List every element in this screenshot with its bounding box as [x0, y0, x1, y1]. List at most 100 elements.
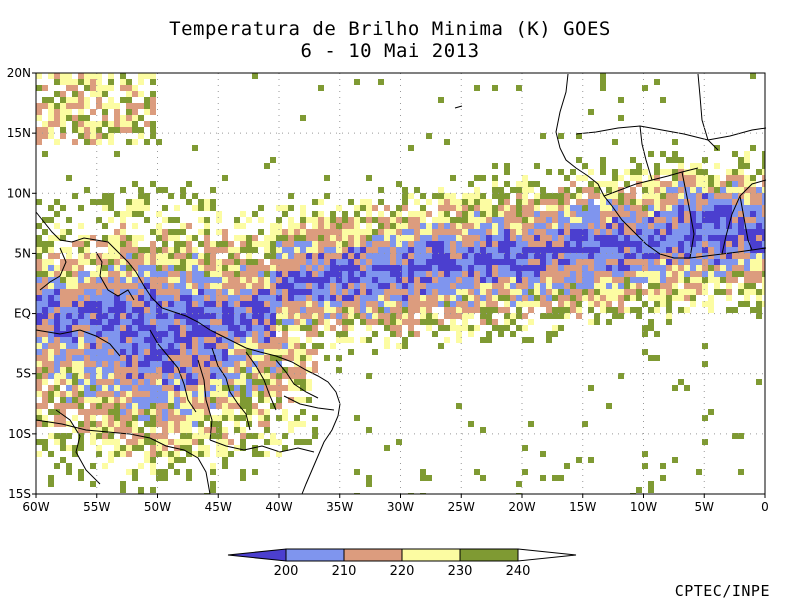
field-cell — [444, 229, 450, 235]
field-cell — [438, 301, 444, 307]
colorbar: 200 210 220 230 240 — [227, 548, 577, 579]
field-cell — [582, 259, 588, 265]
field-cell — [438, 289, 444, 295]
field-cell — [684, 211, 690, 217]
field-cell — [474, 253, 480, 259]
field-cell — [216, 313, 222, 319]
field-cell — [162, 433, 168, 439]
field-cell — [624, 211, 630, 217]
field-cell — [390, 211, 396, 217]
field-cell — [108, 133, 114, 139]
field-cell — [210, 283, 216, 289]
field-cell — [120, 397, 126, 403]
field-cell — [294, 241, 300, 247]
field-cell — [702, 211, 708, 217]
field-cell — [570, 307, 576, 313]
field-cell — [192, 343, 198, 349]
field-cell — [294, 253, 300, 259]
field-cell — [726, 205, 732, 211]
field-cell — [216, 307, 222, 313]
field-cell — [420, 229, 426, 235]
field-cell — [522, 469, 528, 475]
field-cell — [120, 79, 126, 85]
field-cell — [204, 331, 210, 337]
field-cell — [666, 313, 672, 319]
field-cell — [468, 331, 474, 337]
field-cell — [678, 259, 684, 265]
field-cell — [252, 277, 258, 283]
field-cell — [588, 223, 594, 229]
field-cell — [450, 229, 456, 235]
field-cell — [636, 289, 642, 295]
field-cell — [492, 319, 498, 325]
field-cell — [228, 361, 234, 367]
field-cell — [504, 265, 510, 271]
field-cell — [762, 289, 765, 295]
field-cell — [750, 229, 756, 235]
field-cell — [216, 277, 222, 283]
field-cell — [144, 109, 150, 115]
x-tick-label: 30W — [387, 500, 414, 514]
field-cell — [588, 283, 594, 289]
field-cell — [144, 217, 150, 223]
field-cell — [54, 349, 60, 355]
field-cell — [252, 391, 258, 397]
field-cell — [690, 217, 696, 223]
field-cell — [192, 415, 198, 421]
field-cell — [246, 325, 252, 331]
field-cell — [78, 247, 84, 253]
field-cell — [300, 367, 306, 373]
field-cell — [408, 307, 414, 313]
field-cell — [750, 223, 756, 229]
field-cell — [252, 469, 258, 475]
field-cell — [666, 157, 672, 163]
field-cell — [612, 253, 618, 259]
field-cell — [348, 283, 354, 289]
field-cell — [132, 127, 138, 133]
field-cell — [192, 253, 198, 259]
field-cell — [306, 355, 312, 361]
field-cell — [126, 361, 132, 367]
field-cell — [198, 349, 204, 355]
field-cell — [288, 295, 294, 301]
field-cell — [132, 235, 138, 241]
field-cell — [72, 403, 78, 409]
field-cell — [60, 373, 66, 379]
field-cell — [276, 355, 282, 361]
field-cell — [60, 121, 66, 127]
field-cell — [726, 217, 732, 223]
field-cell — [174, 229, 180, 235]
field-cell — [114, 403, 120, 409]
field-cell — [504, 271, 510, 277]
field-cell — [270, 439, 276, 445]
field-cell — [54, 79, 60, 85]
field-cell — [198, 331, 204, 337]
field-cell — [462, 211, 468, 217]
field-cell — [108, 193, 114, 199]
field-cell — [252, 349, 258, 355]
field-cell — [36, 451, 42, 457]
field-cell — [186, 265, 192, 271]
field-cell — [216, 415, 222, 421]
field-cell — [588, 169, 594, 175]
field-cell — [222, 331, 228, 337]
field-cell — [180, 427, 186, 433]
field-cell — [552, 217, 558, 223]
field-cell — [474, 193, 480, 199]
field-cell — [168, 289, 174, 295]
field-cell — [444, 301, 450, 307]
field-cell — [444, 241, 450, 247]
field-cell — [600, 301, 606, 307]
field-cell — [126, 103, 132, 109]
field-cell — [312, 283, 318, 289]
field-cell — [528, 253, 534, 259]
field-cell — [84, 379, 90, 385]
field-cell — [174, 313, 180, 319]
field-cell — [660, 301, 666, 307]
field-cell — [456, 241, 462, 247]
field-cell — [282, 283, 288, 289]
field-cell — [600, 229, 606, 235]
field-cell — [198, 259, 204, 265]
field-cell — [96, 283, 102, 289]
field-cell — [612, 175, 618, 181]
